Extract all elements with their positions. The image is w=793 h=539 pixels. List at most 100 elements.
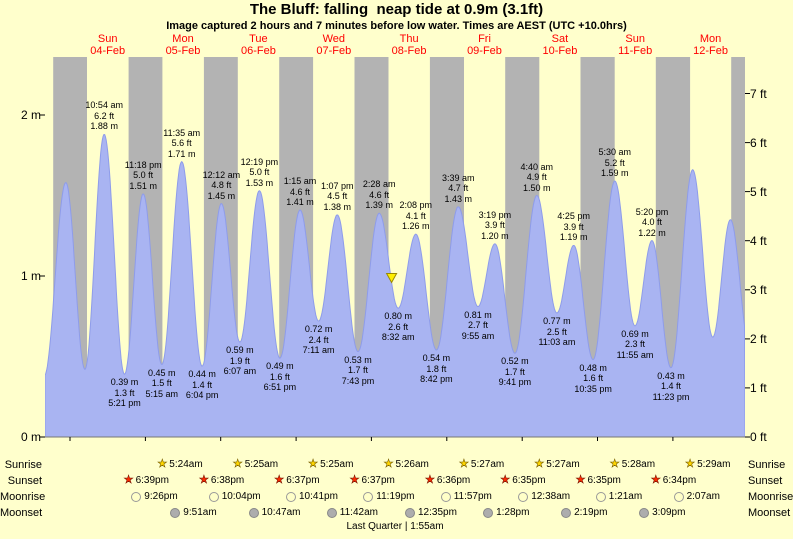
sunset-time: 6:38pm bbox=[210, 475, 245, 486]
y-axis-label-ft: 1 ft bbox=[750, 380, 767, 395]
low-tide-annotation: 0.80 m 2.6 ft 8:32 am bbox=[369, 311, 427, 343]
sunset-event: ★ 6:37pm bbox=[273, 474, 320, 487]
moonrise-event: 11:19pm bbox=[363, 490, 414, 503]
moonset-event: 11:42am bbox=[326, 506, 378, 519]
day-date: 04-Feb bbox=[90, 44, 126, 57]
annotation-line: 3:19 pm bbox=[478, 209, 512, 220]
sunset-time: 6:35pm bbox=[587, 475, 621, 486]
sunrise-star-icon: ★ bbox=[534, 458, 545, 470]
moonrise-time: 10:04pm bbox=[221, 491, 261, 502]
annotation-line: 1.9 ft bbox=[229, 355, 250, 366]
annotation-line: 6:07 am bbox=[223, 366, 257, 376]
sunset-time: 6:34pm bbox=[662, 475, 697, 486]
sunset-event: ★ 6:35pm bbox=[575, 474, 621, 487]
moonrise-event: 1:21am bbox=[595, 490, 642, 503]
sunrise-star-icon: ★ bbox=[232, 458, 243, 470]
moonset-time: 12:35pm bbox=[418, 507, 457, 518]
annotation-line: 1.53 m bbox=[245, 177, 274, 188]
annotation-line: 3:39 am bbox=[442, 172, 475, 183]
annotation-line: 0.43 m bbox=[657, 370, 685, 381]
annotation-line: 1.88 m bbox=[90, 121, 118, 132]
sunrise-event: ★ 5:27am bbox=[533, 458, 580, 471]
sunset-event: ★ 6:39pm bbox=[123, 474, 169, 487]
sunset-star-icon: ★ bbox=[500, 474, 511, 486]
high-tide-annotation: 1:07 pm 4.5 ft 1.38 m bbox=[308, 181, 366, 213]
moonset-time: 11:42am bbox=[339, 507, 378, 518]
low-tide-annotation: 0.52 m 1.7 ft 9:41 pm bbox=[486, 356, 544, 388]
moonrise-time: 10:41pm bbox=[299, 491, 338, 502]
annotation-line: 4.5 ft bbox=[327, 191, 348, 202]
high-tide-annotation: 5:20 pm 4.0 ft 1.22 m bbox=[623, 207, 681, 239]
high-tide-annotation: 12:19 pm 5.0 ft 1.53 m bbox=[230, 157, 288, 189]
annotation-line: 1.5 ft bbox=[151, 378, 172, 389]
low-tide-annotation: 0.72 m 2.4 ft 7:11 am bbox=[290, 324, 348, 356]
moonset-event: 9:51am bbox=[170, 506, 217, 519]
sunset-time: 6:37pm bbox=[286, 475, 320, 486]
sunrise-time: 5:28am bbox=[621, 459, 656, 470]
annotation-line: 0.81 m bbox=[464, 309, 492, 320]
astro-row-label-right-sunrise: Sunrise bbox=[748, 459, 786, 471]
sunset-star-icon: ★ bbox=[650, 474, 661, 486]
sunrise-star-icon: ★ bbox=[157, 458, 168, 470]
sunset-time: 6:36pm bbox=[436, 475, 471, 486]
annotation-line: 9:41 pm bbox=[498, 377, 532, 388]
y-axis-label-m: 1 m bbox=[20, 269, 41, 283]
sunset-star-icon: ★ bbox=[349, 474, 360, 486]
sunrise-event: ★ 5:25am bbox=[232, 458, 278, 471]
sunset-event: ★ 6:38pm bbox=[198, 474, 245, 487]
low-tide-annotation: 0.69 m 2.3 ft 11:55 am bbox=[606, 329, 664, 361]
day-date: 12-Feb bbox=[693, 44, 729, 57]
annotation-line: 4.9 ft bbox=[526, 172, 547, 182]
annotation-line: 0.80 m bbox=[384, 311, 412, 322]
low-tide-annotation: 0.45 m 1.5 ft 5:15 am bbox=[133, 368, 191, 400]
moonset-moon-icon bbox=[170, 507, 181, 518]
annotation-line: 2.5 ft bbox=[546, 326, 567, 337]
moonrise-time: 12:38am bbox=[531, 491, 571, 502]
page-subtitle: Image captured 2 hours and 7 minutes bef… bbox=[166, 20, 627, 32]
sunset-star-icon: ★ bbox=[424, 474, 435, 486]
sunrise-time: 5:26am bbox=[395, 459, 429, 470]
moonrise-moon-icon bbox=[208, 491, 219, 502]
sunrise-star-icon: ★ bbox=[308, 458, 319, 470]
annotation-line: 1.51 m bbox=[129, 180, 157, 191]
sunset-time: 6:39pm bbox=[135, 475, 169, 486]
annotation-line: 1.4 ft bbox=[192, 379, 213, 390]
moonset-moon-icon bbox=[405, 507, 415, 518]
high-tide-annotation: 10:54 am 6.2 ft 1.88 m bbox=[75, 100, 133, 132]
moonset-time: 10:47am bbox=[261, 507, 301, 518]
annotation-line: 6:51 pm bbox=[263, 382, 297, 393]
high-tide-annotation: 11:18 pm 5.0 ft 1.51 m bbox=[114, 160, 172, 192]
sunset-star-icon: ★ bbox=[198, 474, 209, 486]
astro-row-label-right-sunset: Sunset bbox=[748, 475, 783, 487]
annotation-line: 12:19 pm bbox=[240, 156, 279, 167]
annotation-line: 3.9 ft bbox=[484, 220, 505, 231]
moonrise-time: 2:07am bbox=[686, 491, 720, 502]
moonrise-moon-icon bbox=[595, 491, 606, 502]
annotation-line: 0.77 m bbox=[543, 316, 571, 326]
moonrise-moon-icon bbox=[363, 491, 374, 502]
annotation-line: 1.71 m bbox=[167, 148, 196, 159]
moonset-time: 3:09pm bbox=[652, 507, 686, 518]
astro-row-label-left-moonset: Moonset bbox=[0, 507, 43, 519]
high-tide-annotation: 2:08 pm 4.1 ft 1.26 m bbox=[387, 200, 445, 232]
annotation-line: 11:35 am bbox=[163, 127, 201, 138]
moonrise-moon-icon bbox=[673, 491, 684, 502]
annotation-line: 1.4 ft bbox=[660, 381, 681, 392]
moonrise-time: 11:57pm bbox=[453, 491, 492, 502]
sunrise-event: ★ 5:24am bbox=[156, 458, 203, 471]
annotation-line: 1.7 ft bbox=[504, 366, 525, 377]
sunset-star-icon: ★ bbox=[575, 474, 586, 486]
sunset-star-icon: ★ bbox=[123, 474, 134, 486]
annotation-line: 1.8 ft bbox=[426, 363, 447, 374]
annotation-line: 1.7 ft bbox=[347, 365, 368, 376]
high-tide-annotation: 5:30 am 5.2 ft 1.59 m bbox=[586, 147, 644, 179]
annotation-line: 1.6 ft bbox=[269, 371, 290, 382]
day-label: Sat 10-Feb bbox=[525, 33, 595, 57]
annotation-line: 11:03 am bbox=[538, 337, 576, 347]
low-tide-annotation: 0.39 m 1.3 ft 5:21 pm bbox=[96, 377, 154, 409]
annotation-line: 4.6 ft bbox=[369, 189, 390, 200]
annotation-line: 1.6 ft bbox=[583, 373, 604, 384]
moonset-event: 3:09pm bbox=[639, 506, 685, 519]
annotation-line: 1.20 m bbox=[481, 230, 509, 241]
low-tide-annotation: 0.81 m 2.7 ft 9:55 am bbox=[449, 310, 507, 342]
